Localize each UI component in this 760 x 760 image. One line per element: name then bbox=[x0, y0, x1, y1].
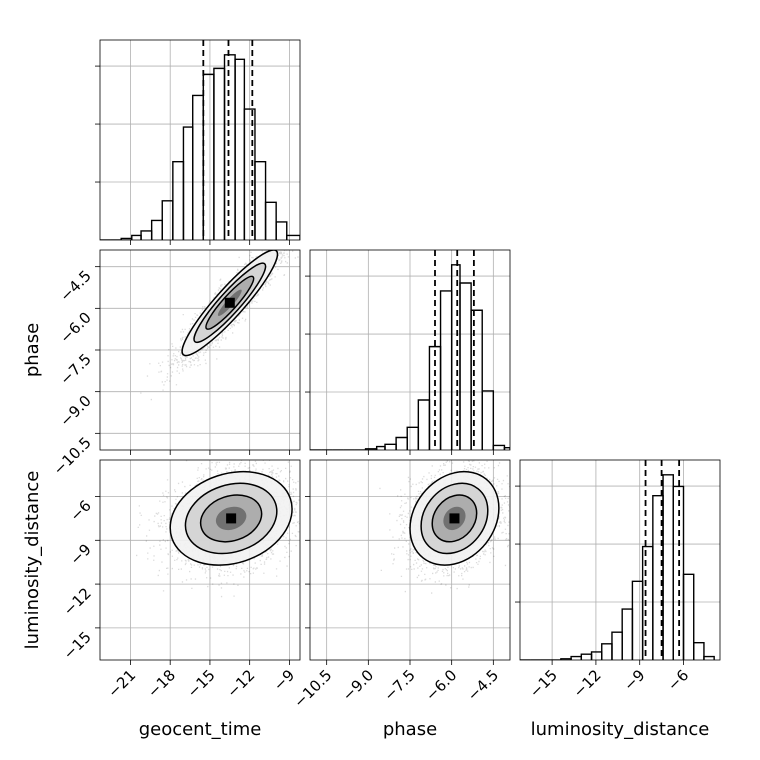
histogram-bar bbox=[182, 126, 194, 240]
x-tick-label: −6 bbox=[664, 666, 692, 694]
x-tick-label: −15 bbox=[526, 666, 561, 701]
histogram-bar bbox=[131, 234, 142, 240]
histogram-bar bbox=[395, 436, 408, 450]
x-tick-label: −9.0 bbox=[339, 666, 377, 704]
histogram-bar bbox=[450, 264, 461, 450]
density-peak bbox=[449, 513, 460, 524]
histogram-bar bbox=[439, 290, 453, 450]
histogram-bar bbox=[223, 54, 236, 240]
histogram-bar bbox=[601, 643, 613, 660]
y-tick-label: −6.0 bbox=[56, 308, 94, 346]
histogram-bar bbox=[611, 631, 623, 660]
density-peak bbox=[224, 297, 235, 308]
histogram-bar bbox=[693, 641, 705, 660]
histogram-bar bbox=[213, 67, 226, 240]
histogram-bar bbox=[150, 219, 163, 240]
y-tick-label: −7.5 bbox=[56, 350, 94, 388]
histogram-bar bbox=[384, 443, 397, 450]
y-tick-label: −9.0 bbox=[56, 392, 94, 430]
x-tick-label: −15 bbox=[184, 666, 219, 701]
histogram-bar bbox=[470, 309, 483, 450]
x-tick-label: −6.0 bbox=[422, 666, 460, 704]
x-tick-label: −18 bbox=[144, 666, 179, 701]
x-axis-label-luminosity-distance: luminosity_distance bbox=[531, 719, 710, 740]
panel-pair-0: −10.5−9.0 −7.5 −6.0−4.5 bbox=[50, 249, 301, 479]
histogram-bar bbox=[672, 485, 685, 660]
histogram-bar bbox=[621, 608, 634, 660]
y-axis-label-phase: phase bbox=[22, 323, 43, 377]
y-tick-label: −15 bbox=[60, 628, 95, 663]
x-axis-label-phase: phase bbox=[383, 719, 437, 740]
panel-hist-phase bbox=[305, 249, 511, 455]
histogram-bar bbox=[590, 651, 603, 660]
histogram-bar bbox=[192, 94, 205, 240]
y-tick-label: −4.5 bbox=[56, 267, 94, 305]
histogram-bar bbox=[503, 447, 510, 450]
histogram-bar bbox=[172, 161, 185, 240]
x-tick-label: −12 bbox=[570, 666, 605, 701]
histogram-bar bbox=[492, 444, 506, 450]
histogram-bar bbox=[570, 655, 583, 660]
histogram-bar bbox=[662, 474, 674, 660]
y-tick-label: −10.5 bbox=[50, 433, 95, 478]
histogram-bar bbox=[641, 545, 654, 660]
histogram-bar bbox=[580, 653, 593, 660]
panel-frame bbox=[99, 459, 301, 661]
x-tick-label: −4.5 bbox=[464, 666, 502, 704]
x-tick-label: −7.5 bbox=[380, 666, 418, 704]
scatter-layer bbox=[379, 460, 510, 594]
x-tick-label: −12 bbox=[223, 666, 258, 701]
hist-bars bbox=[520, 460, 715, 660]
histogram-bar bbox=[275, 221, 288, 240]
histogram-bar bbox=[703, 655, 715, 660]
x-tick-label: −9 bbox=[620, 666, 648, 694]
histogram-bar bbox=[161, 200, 174, 240]
panel-hist-luminosity_distance: −15 −12 −9 −6 bbox=[515, 459, 721, 701]
histogram-bar bbox=[234, 58, 246, 240]
histogram-bar bbox=[417, 399, 431, 450]
x-axis-label-geocent-time: geocent_time bbox=[139, 719, 262, 740]
x-tick-label: −21 bbox=[104, 666, 139, 701]
histogram-bar bbox=[286, 234, 300, 240]
density-peak bbox=[226, 513, 237, 524]
histogram-bar bbox=[254, 161, 267, 240]
x-tick-label: −10.5 bbox=[290, 666, 335, 711]
histogram-bar bbox=[459, 282, 472, 450]
hist-bars bbox=[100, 40, 300, 240]
y-axis-label-luminosity-distance: luminosity_distance bbox=[22, 471, 43, 650]
histogram-bar bbox=[631, 580, 644, 660]
y-tick-label: −12 bbox=[60, 584, 95, 619]
histogram-bar bbox=[481, 390, 495, 450]
histogram-bar bbox=[375, 445, 386, 450]
panel-pair-2: −10.5 −9.0 −7.5 −6.0 −4.5 bbox=[290, 459, 511, 711]
panels-layer: −15 −12 −9 −6−10.5−9.0−7.5−6.0−4.5−21 −18 −15… bbox=[50, 39, 721, 711]
panel-frame bbox=[99, 39, 301, 241]
histogram-bar bbox=[406, 426, 420, 450]
panel-hist-geocent_time bbox=[95, 39, 301, 245]
histogram-bar bbox=[264, 201, 277, 240]
panel-pair-1: −21 −18 −15 −12 −9−15−12−9−6 bbox=[60, 459, 301, 701]
y-tick-label: −9 bbox=[66, 540, 94, 568]
scatter-layer bbox=[136, 460, 300, 598]
histogram-bar bbox=[682, 573, 695, 660]
histogram-bar bbox=[140, 230, 153, 240]
scatter-layer bbox=[140, 250, 299, 401]
histogram-bar bbox=[202, 73, 215, 240]
y-tick-label: −6 bbox=[66, 497, 94, 525]
hist-bars bbox=[310, 250, 510, 450]
panel-frame bbox=[519, 459, 721, 661]
x-tick-label: −9 bbox=[270, 666, 298, 694]
